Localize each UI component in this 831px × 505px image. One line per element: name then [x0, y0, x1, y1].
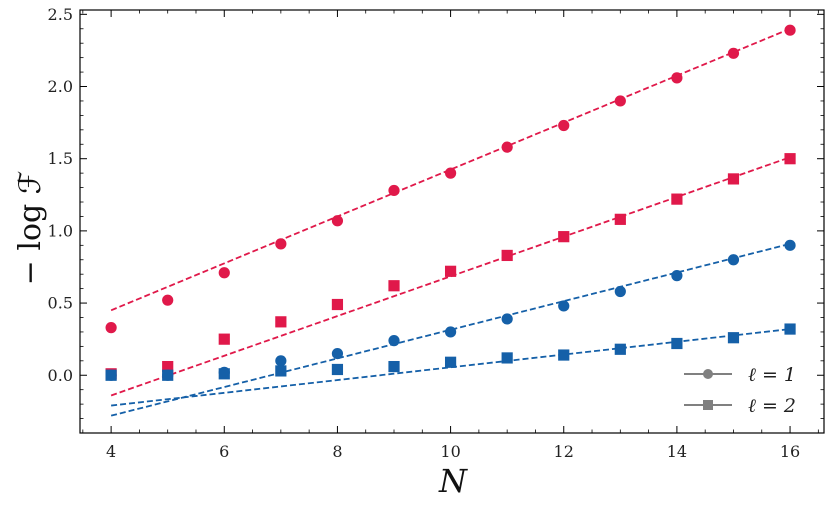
y-tick-label: 1.0 [48, 221, 73, 240]
legend-label: ℓ = 1 [748, 364, 796, 386]
series-2 [105, 153, 796, 397]
series-4 [105, 323, 796, 407]
legend: ℓ = 1 ℓ = 2 [684, 364, 796, 417]
plot-frame [79, 9, 825, 434]
data-point [784, 239, 796, 251]
legend-entry: ℓ = 1 [684, 364, 796, 386]
data-point [444, 265, 457, 277]
data-point [331, 298, 344, 311]
data-point [671, 72, 683, 84]
data-point [501, 249, 513, 262]
y-axis-label: − log ℱ [13, 171, 48, 286]
data-point [671, 270, 683, 282]
legend-entry: ℓ = 2 [684, 395, 796, 417]
data-point [784, 323, 796, 335]
data-point [162, 369, 174, 381]
y-tick-label: 2.0 [48, 77, 73, 96]
data-point [275, 238, 287, 250]
data-point [388, 335, 400, 347]
data-point [218, 267, 230, 279]
data-point [444, 167, 457, 179]
x-tick-label: 12 [554, 442, 574, 461]
axis-ticks: 4 6 8 10 12 14 16 0.0 0.5 1.0 1.5 2.0 2.5 [48, 5, 824, 461]
x-tick-label: 16 [780, 442, 800, 461]
data-point [671, 337, 683, 350]
data-point [218, 333, 230, 345]
x-tick-label: 14 [667, 442, 687, 461]
data-point [388, 280, 400, 292]
data-point [614, 213, 626, 225]
data-point [501, 313, 513, 325]
data-point [388, 184, 400, 197]
data-point [727, 173, 740, 185]
data-point [162, 294, 174, 306]
x-axis-label: N [438, 462, 468, 500]
data-point [558, 300, 570, 312]
series-1 [105, 24, 796, 334]
data-point [275, 316, 287, 328]
data-point [614, 95, 626, 107]
data-point [218, 368, 230, 380]
x-tick-label: 6 [219, 442, 229, 461]
data-point [727, 332, 740, 344]
data-point [501, 141, 513, 153]
x-tick-label: 4 [106, 442, 116, 461]
data-point [501, 352, 513, 364]
data-point [275, 365, 287, 377]
data-point [784, 24, 796, 36]
data-point [727, 47, 740, 59]
data-point [727, 254, 740, 266]
x-tick-label: 8 [332, 442, 342, 461]
legend-marker [703, 400, 713, 410]
data-point [614, 343, 626, 355]
data-point [105, 322, 117, 334]
data-point [331, 363, 344, 376]
y-tick-label: 0.0 [48, 366, 73, 385]
data-point [388, 360, 400, 373]
data-point [614, 285, 626, 298]
data-point [558, 119, 570, 132]
data-point [784, 153, 796, 165]
y-tick-label: 0.5 [48, 294, 73, 313]
data-point [444, 326, 457, 338]
legend-marker [703, 369, 713, 379]
data-point [105, 369, 117, 381]
data-point [558, 231, 570, 243]
data-point [558, 349, 570, 361]
y-tick-label: 2.5 [48, 5, 73, 24]
data-point [275, 355, 287, 367]
chart-marks [105, 24, 796, 417]
x-tick-label: 10 [440, 442, 460, 461]
data-point [671, 193, 683, 205]
legend-label: ℓ = 2 [748, 395, 796, 417]
data-point [444, 356, 457, 368]
data-point [331, 215, 344, 227]
data-point [331, 347, 344, 360]
data-point [162, 360, 174, 373]
y-tick-label: 1.5 [48, 149, 73, 168]
